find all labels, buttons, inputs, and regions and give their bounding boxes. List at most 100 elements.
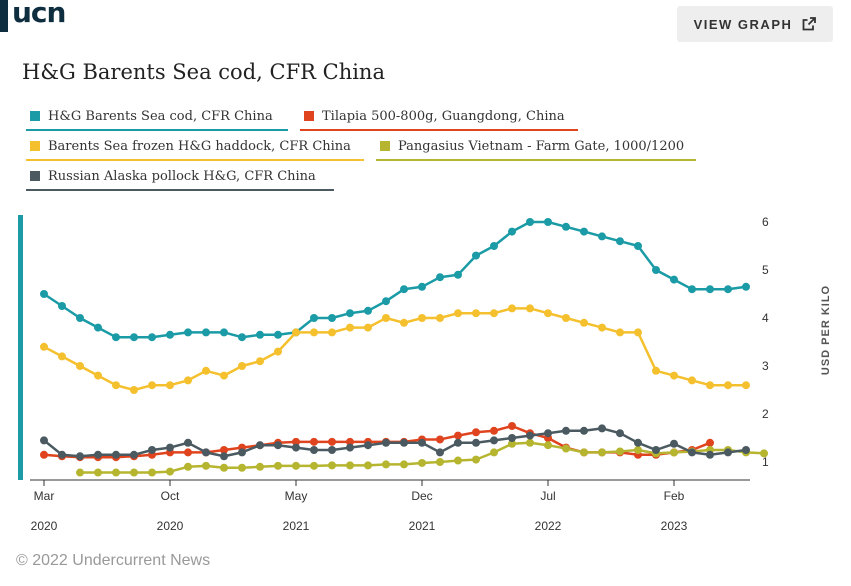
- data-point: [166, 330, 174, 339]
- data-point: [184, 462, 192, 471]
- legend-item-tilapia[interactable]: Tilapia 500-800g, Guangdong, China: [300, 106, 578, 131]
- data-point: [418, 438, 426, 447]
- data-point: [346, 443, 354, 452]
- data-point: [184, 328, 192, 337]
- data-point: [130, 386, 138, 394]
- data-point: [490, 309, 498, 318]
- data-point: [310, 314, 318, 322]
- data-point: [418, 282, 426, 291]
- data-point: [490, 242, 498, 250]
- data-point: [562, 426, 570, 435]
- data-point: [274, 330, 282, 339]
- data-point: [382, 460, 390, 469]
- series-line-0: [43, 220, 747, 339]
- data-point: [346, 461, 354, 470]
- data-point: [562, 222, 570, 231]
- data-point: [202, 366, 210, 375]
- data-point: [490, 436, 498, 445]
- data-point: [148, 468, 156, 477]
- legend-swatch: [30, 171, 40, 181]
- data-point: [76, 468, 84, 477]
- data-point: [706, 438, 714, 447]
- data-point: [688, 376, 696, 385]
- legend-label: H&G Barents Sea cod, CFR China: [48, 108, 273, 124]
- data-point: [112, 468, 120, 477]
- data-point: [292, 443, 300, 452]
- data-point: [436, 314, 444, 322]
- data-point: [364, 441, 372, 450]
- data-point: [76, 362, 84, 370]
- data-point: [76, 452, 84, 461]
- legend-item-cod[interactable]: H&G Barents Sea cod, CFR China: [26, 106, 288, 131]
- ucn-logo[interactable]: ucn: [0, 0, 80, 32]
- data-point: [238, 362, 246, 370]
- data-point: [94, 468, 102, 477]
- data-point: [598, 323, 606, 332]
- chart-title: H&G Barents Sea cod, CFR China: [22, 60, 385, 84]
- view-graph-button[interactable]: VIEW GRAPH: [677, 6, 833, 42]
- data-point: [508, 304, 516, 313]
- data-point: [202, 448, 210, 457]
- data-point: [274, 441, 282, 450]
- data-point: [274, 347, 282, 356]
- legend-item-haddock[interactable]: Barents Sea frozen H&G haddock, CFR Chin…: [26, 136, 364, 161]
- logo-text: ucn: [12, 0, 66, 29]
- data-point: [616, 447, 624, 456]
- x-tick-label-year: 2020: [31, 519, 58, 533]
- data-point: [400, 438, 408, 447]
- legend-label: Tilapia 500-800g, Guangdong, China: [322, 108, 565, 124]
- data-point: [238, 463, 246, 472]
- data-point: [328, 328, 336, 337]
- data-point: [670, 275, 678, 284]
- data-point: [490, 426, 498, 435]
- data-point: [472, 251, 480, 260]
- data-point: [382, 438, 390, 447]
- data-point: [688, 448, 696, 457]
- data-point: [166, 381, 174, 390]
- data-point: [544, 309, 552, 318]
- data-point: [220, 371, 228, 380]
- data-point: [256, 357, 264, 366]
- data-point: [310, 437, 318, 446]
- data-point: [328, 446, 336, 454]
- x-tick-label-year: 2022: [535, 519, 562, 533]
- data-point: [742, 446, 750, 454]
- x-tick-label-month: May: [285, 489, 308, 503]
- series-line-4: [43, 427, 747, 458]
- data-point: [544, 429, 552, 438]
- data-point: [364, 306, 372, 315]
- data-point: [580, 426, 588, 435]
- legend-label: Barents Sea frozen H&G haddock, CFR Chin…: [48, 138, 351, 154]
- legend-label: Pangasius Vietnam - Farm Gate, 1000/1200: [398, 138, 685, 154]
- legend-item-pangasius[interactable]: Pangasius Vietnam - Farm Gate, 1000/1200: [376, 136, 696, 161]
- data-point: [400, 285, 408, 294]
- data-point: [670, 371, 678, 380]
- data-point: [562, 314, 570, 322]
- x-tick-label-month: Mar: [34, 489, 55, 503]
- data-point: [472, 438, 480, 447]
- data-point: [400, 318, 408, 327]
- data-point: [598, 448, 606, 457]
- data-point: [526, 431, 534, 440]
- data-point: [148, 446, 156, 454]
- x-tick-label-month: Jul: [540, 489, 555, 503]
- legend-label: Russian Alaska pollock H&G, CFR China: [48, 168, 316, 184]
- data-point: [454, 456, 462, 465]
- data-point: [238, 448, 246, 457]
- data-point: [202, 328, 210, 337]
- data-point: [706, 285, 714, 294]
- data-point: [616, 328, 624, 337]
- x-tick-label-year: 2021: [283, 519, 310, 533]
- data-point: [724, 381, 732, 390]
- data-point: [346, 437, 354, 446]
- data-point: [742, 282, 750, 291]
- data-point: [634, 446, 642, 454]
- data-point: [580, 448, 588, 457]
- data-point: [436, 435, 444, 444]
- data-point: [256, 330, 264, 339]
- legend-item-pollock[interactable]: Russian Alaska pollock H&G, CFR China: [26, 166, 334, 191]
- data-point: [454, 270, 462, 279]
- data-point: [328, 461, 336, 470]
- data-point: [562, 444, 570, 453]
- data-point: [310, 461, 318, 470]
